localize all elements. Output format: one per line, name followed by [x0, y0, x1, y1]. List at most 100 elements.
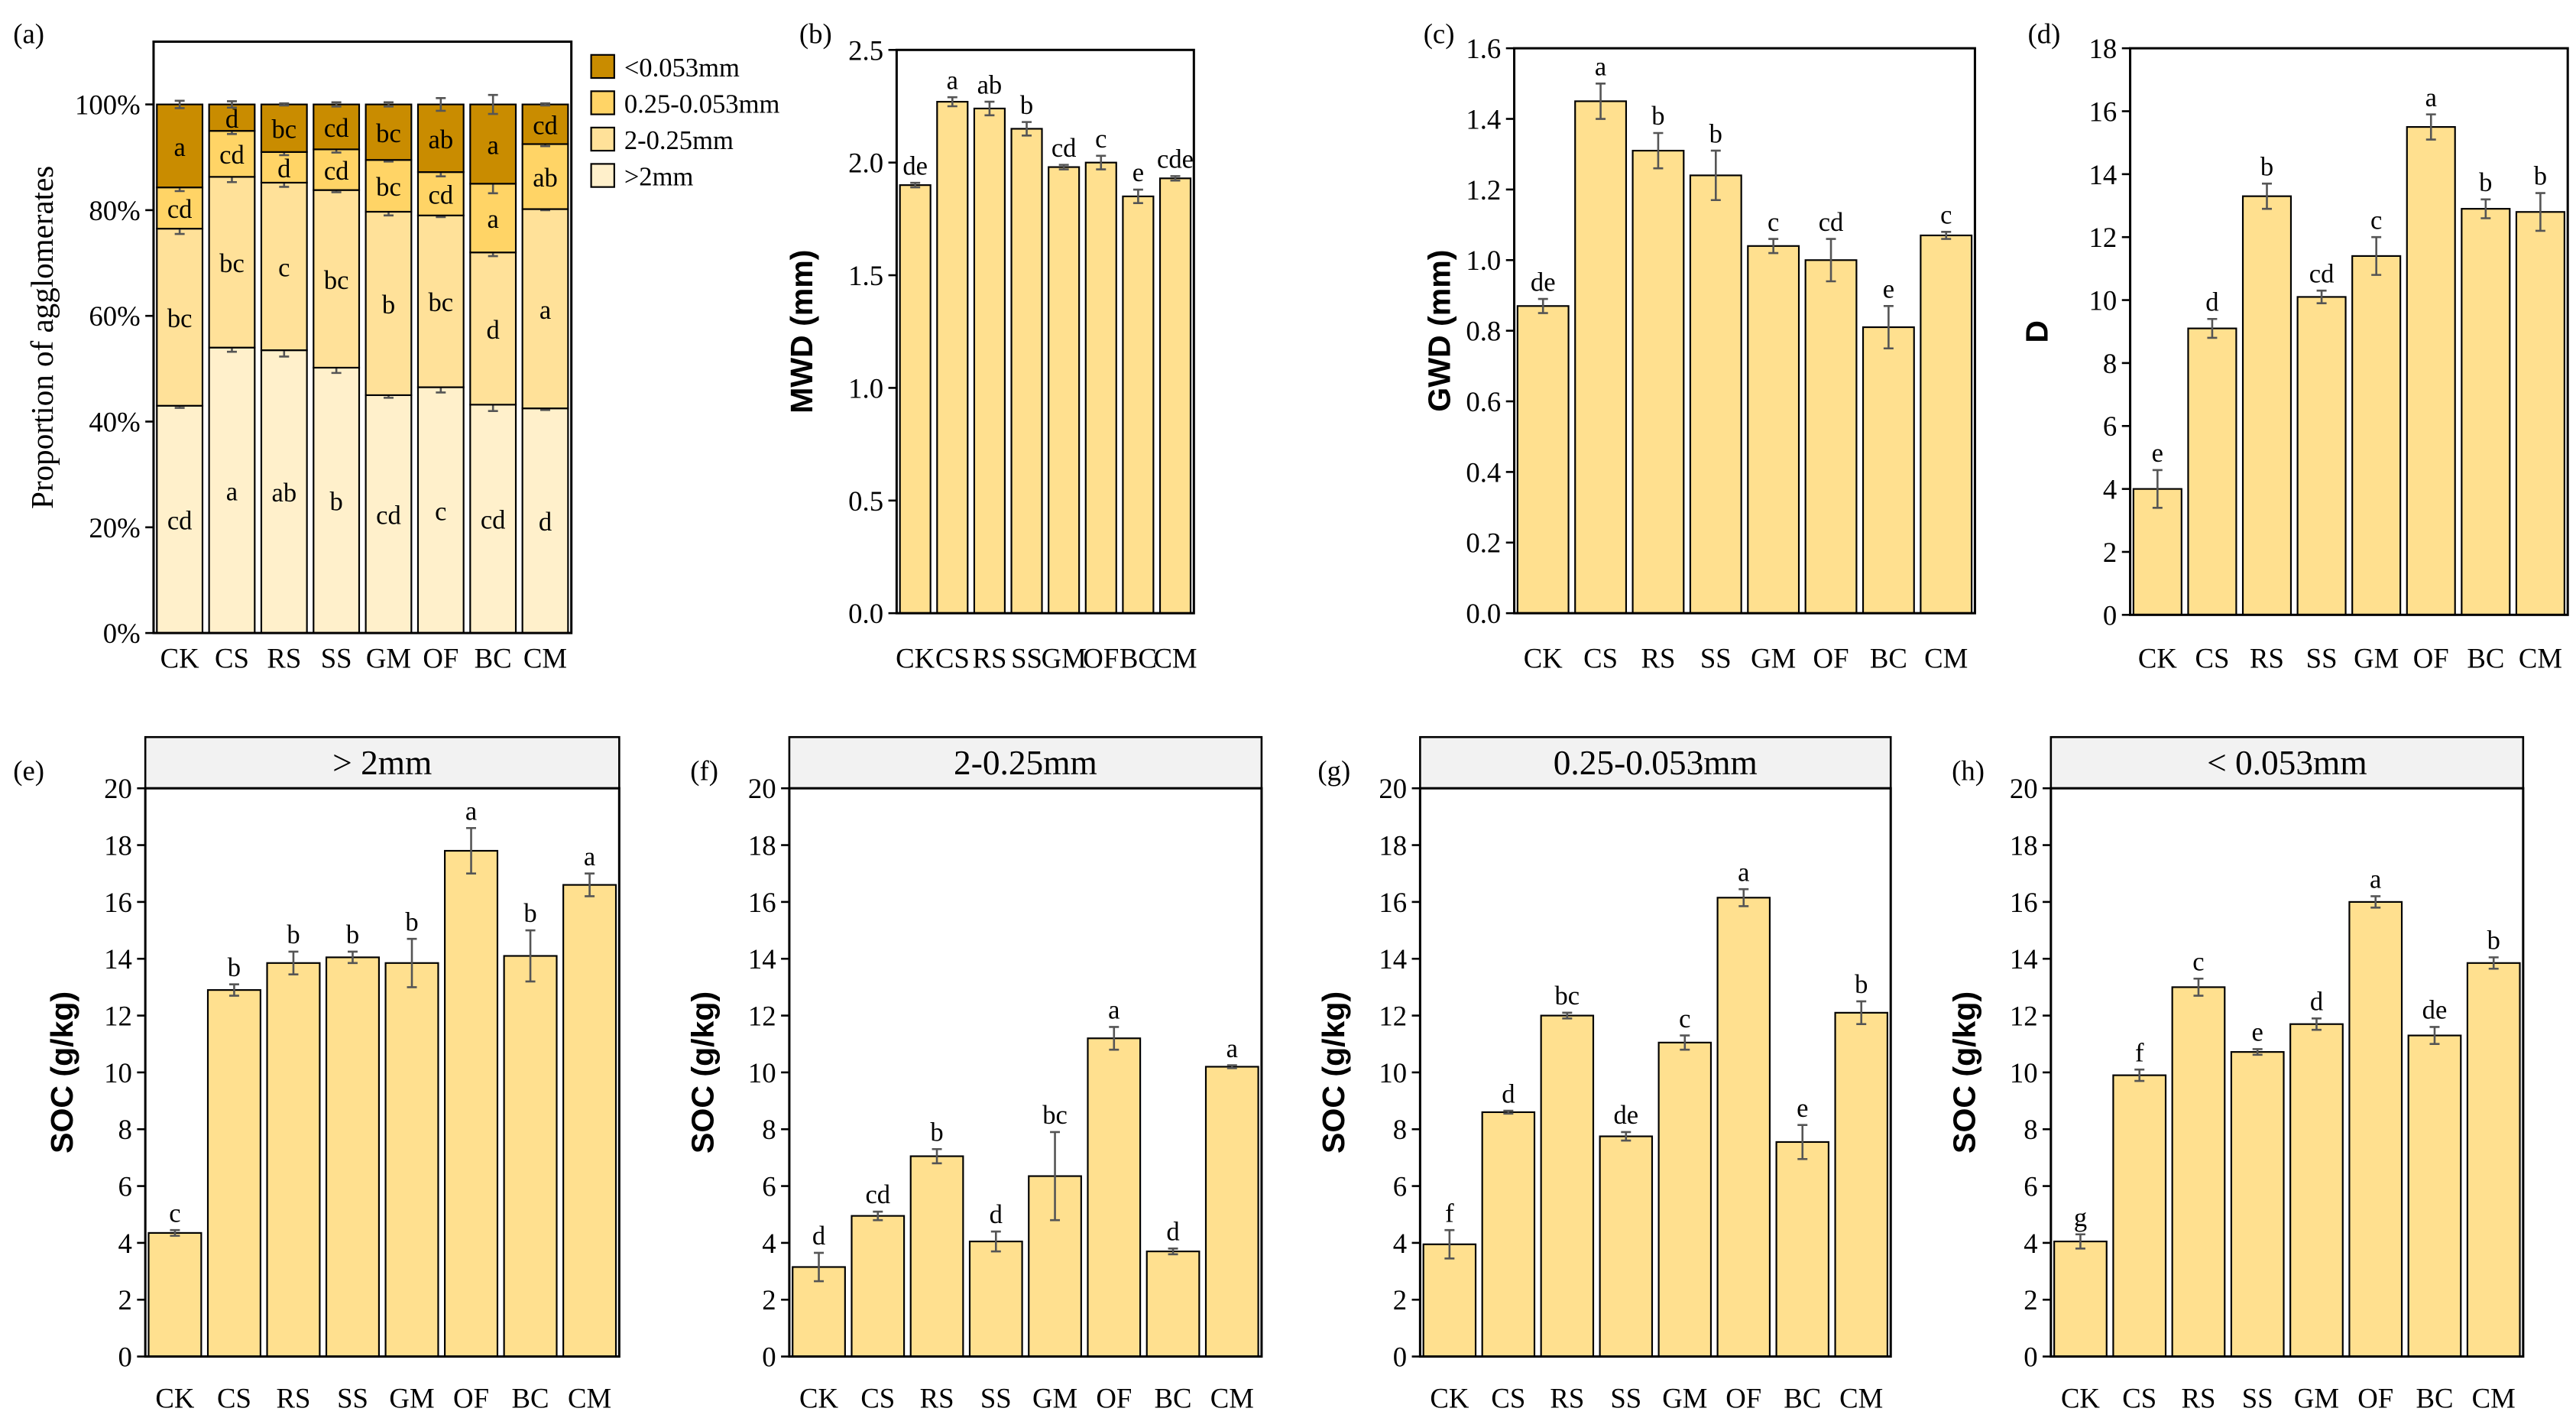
y-tick-label: 6: [762, 1171, 776, 1202]
y-tick-label: 4: [118, 1228, 132, 1259]
y-tick-label: 8: [762, 1114, 776, 1145]
legend-label: 0.25-0.053mm: [624, 89, 780, 118]
error-bar: [910, 181, 921, 189]
bar: [1122, 195, 1155, 615]
x-tick-label: RS: [267, 642, 301, 673]
error-bar: [1621, 1131, 1631, 1142]
y-tick-label: 2: [762, 1284, 776, 1316]
bar: [1145, 1250, 1201, 1358]
bar: [1574, 100, 1628, 615]
bar: [1920, 234, 1973, 615]
y-tick-label: 18: [748, 830, 776, 862]
x-tick-label: GM: [389, 1383, 434, 1414]
significance-letter: cde: [1157, 145, 1194, 174]
x-tick-label: CK: [155, 1383, 194, 1414]
y-tick-label: 8: [1393, 1114, 1407, 1145]
stacked-bar-segment: [521, 407, 569, 634]
error-bar: [2262, 182, 2272, 210]
significance-letter: e: [1132, 158, 1144, 187]
bar: [1048, 166, 1081, 615]
significance-letter: b: [1651, 102, 1664, 131]
error-bar: [2425, 113, 2436, 141]
x-tick-label: RS: [920, 1383, 954, 1414]
error-bar: [2480, 198, 2491, 219]
x-tick-label: CM: [1153, 642, 1197, 673]
strip-header: [788, 735, 1263, 790]
bar: [2351, 255, 2402, 616]
error-bar: [873, 1210, 883, 1222]
significance-letter: bc: [429, 288, 454, 317]
y-tick-label: 2: [2024, 1284, 2037, 1316]
bar: [2230, 1051, 2285, 1358]
bar: [2241, 195, 2292, 616]
significance-letter: ab: [271, 479, 296, 508]
panel-e: (e) > 2mm c b b b b a b a 0 2 4 6 8 10 12 14 16 18 20 CK CS RS S…: [13, 735, 621, 1414]
x-tick-label: CK: [799, 1383, 838, 1414]
bar: [936, 101, 969, 615]
bar: [1158, 177, 1192, 615]
y-tick-label: 10: [1379, 1057, 1407, 1089]
y-tick-label: 1.5: [848, 260, 883, 291]
y-tick-label: 0: [118, 1342, 132, 1373]
error-bar: [2193, 977, 2204, 997]
bar: [899, 184, 932, 615]
significance-letter: a: [1738, 858, 1749, 887]
error-bar: [1503, 1109, 1514, 1115]
significance-letter: cd: [865, 1180, 890, 1209]
significance-letter: f: [1445, 1199, 1454, 1228]
bar: [1689, 174, 1742, 615]
bar: [1657, 1041, 1712, 1358]
y-tick-label: 12: [1379, 1001, 1407, 1032]
bar: [1084, 161, 1117, 615]
significance-letter: b: [2260, 152, 2273, 181]
bar: [2112, 1074, 2167, 1358]
x-tick-label: CS: [1491, 1383, 1525, 1414]
error-bar: [814, 1251, 825, 1283]
x-tick-label: BC: [2467, 642, 2504, 673]
y-tick-label: 16: [2010, 887, 2038, 918]
stacked-bar-segment: [313, 189, 361, 369]
bar: [1422, 1243, 1477, 1358]
significance-letter: c: [435, 497, 446, 526]
stacked-bar-segment: [365, 210, 413, 397]
x-tick-label: CS: [860, 1383, 895, 1414]
significance-letter: d: [225, 105, 238, 134]
significance-letter: d: [2310, 987, 2323, 1016]
significance-letter: b: [330, 488, 343, 517]
x-tick-label: BC: [475, 642, 512, 673]
error-bar: [2152, 469, 2163, 509]
x-tick-label: OF: [1083, 642, 1119, 673]
legend-swatch: [590, 163, 615, 188]
legend-label: <0.053mm: [624, 54, 740, 83]
x-tick-label: BC: [1155, 1383, 1192, 1414]
y-tick-label: 14: [104, 943, 132, 975]
error-bar: [1738, 887, 1749, 907]
panel-g: (g) 0.25-0.053mm f d bc de c a e b 0 2 4 6 8 10 12 14 16 18…: [1316, 735, 1892, 1414]
significance-letter: e: [2252, 1018, 2263, 1047]
significance-letter: a: [487, 131, 498, 160]
panel-c: (c) de a b b c cd e c 0.0 0.2 0.4 0.6 0.8 1.0 1.2 1.4 1.6…: [1421, 18, 1976, 673]
error-bar: [1170, 175, 1181, 182]
bar: [1516, 305, 1570, 615]
x-tick-label: CK: [2138, 642, 2177, 673]
x-tick-label: CM: [2519, 642, 2562, 673]
stacked-bar-segment: [469, 103, 517, 185]
bar: [2296, 296, 2347, 616]
y-tick-label: 6: [118, 1171, 132, 1202]
y-axis-title: GWD (mm): [1421, 250, 1456, 412]
y-tick-label: 12: [748, 1001, 776, 1032]
panel-label: (h): [1952, 754, 1985, 786]
bar: [2348, 900, 2403, 1358]
significance-letter: cd: [481, 506, 506, 535]
significance-letter: d: [2205, 287, 2218, 316]
error-bar: [947, 96, 957, 108]
stacked-bar-segment: [208, 103, 256, 132]
x-tick-label: BC: [2416, 1383, 2453, 1414]
x-tick-label: GM: [1662, 1383, 1707, 1414]
significance-letter: b: [346, 920, 359, 949]
y-tick-label: 10: [2010, 1057, 2038, 1089]
x-tick-label: SS: [1700, 642, 1732, 673]
y-tick-label: 12: [2089, 222, 2118, 253]
stacked-bar-segment: [416, 103, 465, 174]
bar: [266, 962, 321, 1358]
